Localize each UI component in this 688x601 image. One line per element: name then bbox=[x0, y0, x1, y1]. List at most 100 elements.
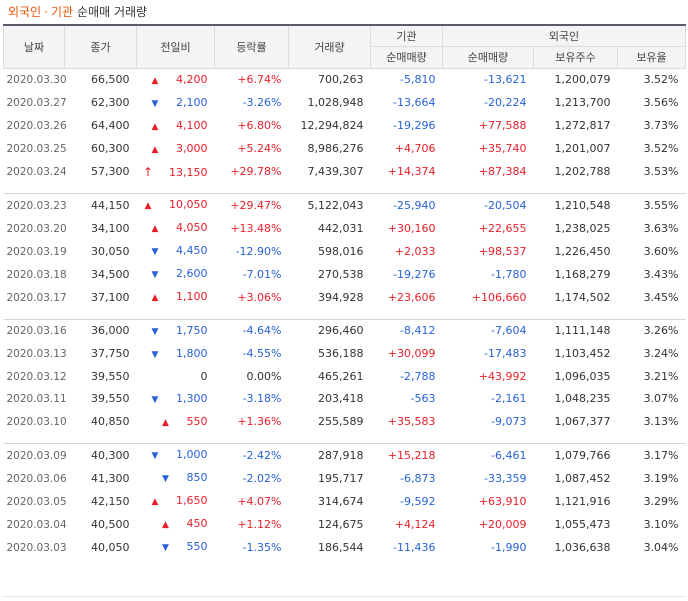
cell-rate: +6.80% bbox=[237, 119, 282, 132]
triangle-down-icon: ▼ bbox=[151, 394, 159, 405]
triangle-up-icon: ▲ bbox=[162, 520, 169, 531]
cell-rate: -4.64% bbox=[214, 318, 289, 343]
triangle-up-icon: ▲ bbox=[151, 224, 159, 234]
cell-foreign-ratio: 3.73% bbox=[643, 119, 679, 132]
cell-rate: -2.42% bbox=[214, 443, 289, 468]
cell-foreign-ratio: 3.43% bbox=[643, 267, 679, 281]
change-value: 850 bbox=[186, 471, 208, 485]
cell-foreign-ratio: 3.63% bbox=[643, 221, 679, 235]
cell-date: 2020.03.13 bbox=[6, 348, 67, 360]
tab-foreign[interactable]: 외국인 bbox=[8, 5, 42, 19]
cell-date: 2020.03.20 bbox=[6, 222, 67, 235]
cell-rate: +29.47% bbox=[214, 193, 289, 217]
change-value: 4,100 bbox=[176, 118, 208, 132]
cell-change: 0 bbox=[137, 366, 215, 388]
cell-inst-net: -5,810 bbox=[370, 67, 443, 92]
section-subtitle: 순매매 거래량 bbox=[77, 5, 148, 19]
cell-inst-net: +30,160 bbox=[387, 221, 436, 235]
cell-close: 37,750 bbox=[91, 347, 130, 360]
cell-date: 2020.03.19 bbox=[6, 245, 67, 258]
cell-inst-net: +15,218 bbox=[370, 443, 443, 468]
cell-date: 2020.03.11 bbox=[6, 393, 67, 406]
cell-foreign-ratio: 3.53% bbox=[643, 165, 679, 178]
change-value: 2,100 bbox=[176, 95, 208, 109]
cell-foreign-net: -7,604 bbox=[442, 318, 534, 343]
cell-foreign-net: +22,655 bbox=[478, 221, 527, 235]
cell-foreign-ratio: 3.52% bbox=[617, 67, 686, 92]
cell-rate: +13.48% bbox=[230, 221, 282, 235]
spacer-cell bbox=[4, 184, 686, 194]
cell-inst-net: -563 bbox=[410, 392, 436, 406]
col-header-foreign-ratio: 보유율 bbox=[616, 45, 687, 69]
table-row: 2020.03.17 37,100 ▲ 1,100 +3.06% 394,928 +23,6… bbox=[4, 286, 686, 309]
tab-institution[interactable]: 기관 bbox=[50, 5, 74, 19]
change-value: 1,750 bbox=[176, 323, 208, 337]
cell-foreign-net: +35,740 bbox=[478, 142, 527, 155]
cell-change: ▲ 4,100 bbox=[137, 115, 215, 138]
triangle-down-icon: ▼ bbox=[151, 451, 159, 462]
triangle-down-icon: ▼ bbox=[151, 326, 159, 337]
cell-foreign-holding: 1,201,007 bbox=[554, 142, 611, 155]
cell-volume: 270,538 bbox=[318, 267, 364, 281]
triangle-down-icon: ▼ bbox=[151, 349, 159, 360]
change-value: 1,650 bbox=[176, 494, 208, 508]
cell-change: ▲ 1,650 bbox=[137, 490, 215, 513]
cell-foreign-holding: 1,111,148 bbox=[533, 318, 618, 343]
col-header-rate: 등락률 bbox=[214, 24, 289, 69]
cell-foreign-net: +106,660 bbox=[471, 290, 527, 304]
cell-rate: -3.26% bbox=[242, 96, 282, 109]
cell-foreign-ratio: 3.60% bbox=[643, 244, 679, 258]
cell-date: 2020.03.18 bbox=[6, 268, 67, 281]
table-row: 2020.03.26 64,400 ▲ 4,100 +6.80% 12,294,824 -1… bbox=[4, 115, 686, 138]
cell-rate: -12.90% bbox=[235, 244, 282, 258]
cell-foreign-holding: 1,213,700 bbox=[554, 96, 611, 109]
cell-foreign-net: -20,224 bbox=[484, 96, 527, 109]
table-row: 2020.03.30 66,500 ▲ 4,200 +6.74% 700,263 -5,81… bbox=[3, 67, 686, 92]
change-value: 4,050 bbox=[176, 221, 208, 234]
table-row: 2020.03.11 39,550 ▼ 1,300 -3.18% 203,418 -563 -… bbox=[4, 388, 686, 411]
table-row: 2020.03.18 34,500 ▼ 2,600 -7.01% 270,538 -19,2… bbox=[4, 263, 686, 286]
cell-close: 30,050 bbox=[91, 244, 130, 258]
cell-close: 41,300 bbox=[91, 471, 130, 485]
cell-inst-net: -19,276 bbox=[393, 267, 436, 281]
table-row: 2020.03.23 44,150 ▲ 10,050 +29.47% 5,122,043-… bbox=[3, 193, 686, 217]
cell-volume: 1,028,948 bbox=[307, 96, 364, 109]
cell-rate: -2.02% bbox=[242, 471, 282, 485]
cell-inst-net: +35,583 bbox=[387, 415, 436, 429]
triangle-up-icon: ▲ bbox=[151, 497, 159, 508]
cell-change: ▲ 4,050 bbox=[137, 217, 215, 240]
table-row: 2020.03.03 40,050 ▼ 550 -1.35% 186,544 -11,436… bbox=[4, 536, 686, 559]
cell-inst-net: -11,436 bbox=[393, 540, 436, 554]
change-value: 3,000 bbox=[176, 141, 208, 155]
cell-inst-net: -2,788 bbox=[400, 369, 436, 383]
spacer-cell bbox=[4, 309, 686, 319]
cell-inst-net: -19,296 bbox=[393, 119, 436, 132]
cell-foreign-ratio: 3.26% bbox=[617, 318, 686, 343]
cell-inst-net: -8,412 bbox=[370, 318, 443, 343]
cell-rate: +1.12% bbox=[237, 517, 282, 531]
cell-foreign-ratio: 3.19% bbox=[643, 471, 679, 485]
cell-volume: 598,016 bbox=[318, 244, 364, 258]
cell-close: 40,500 bbox=[91, 517, 130, 531]
cell-foreign-ratio: 3.56% bbox=[643, 96, 679, 109]
triangle-down-icon: ▼ bbox=[151, 270, 159, 280]
cell-foreign-holding: 1,238,025 bbox=[554, 221, 611, 235]
cell-change: ▼ 1,000 bbox=[136, 443, 215, 468]
cell-foreign-ratio: 3.55% bbox=[617, 193, 686, 217]
cell-date: 2020.03.10 bbox=[6, 416, 67, 429]
cell-rate: +3.06% bbox=[237, 290, 282, 304]
cell-date: 2020.03.04 bbox=[6, 518, 67, 531]
cell-close: 40,850 bbox=[91, 415, 130, 429]
cell-foreign-holding: 1,200,079 bbox=[533, 67, 618, 92]
cell-close: 40,050 bbox=[91, 540, 130, 554]
change-value: 1,100 bbox=[176, 290, 208, 303]
triangle-down-icon: ▼ bbox=[162, 543, 169, 554]
triangle-up-icon: ▲ bbox=[144, 201, 152, 211]
col-header-foreign-holding: 보유주수 bbox=[533, 45, 618, 69]
trading-table: 날짜 종가 전일비 등락률 거래량 기관 외국인 순매매량 순매매량 보유주수 … bbox=[3, 24, 687, 559]
cell-foreign-net: -2,161 bbox=[491, 392, 527, 406]
cell-inst-net: +14,374 bbox=[387, 165, 436, 178]
cell-close: 60,300 bbox=[91, 142, 130, 155]
cell-foreign-net: -33,359 bbox=[484, 471, 527, 485]
title-separator: · bbox=[44, 5, 48, 19]
